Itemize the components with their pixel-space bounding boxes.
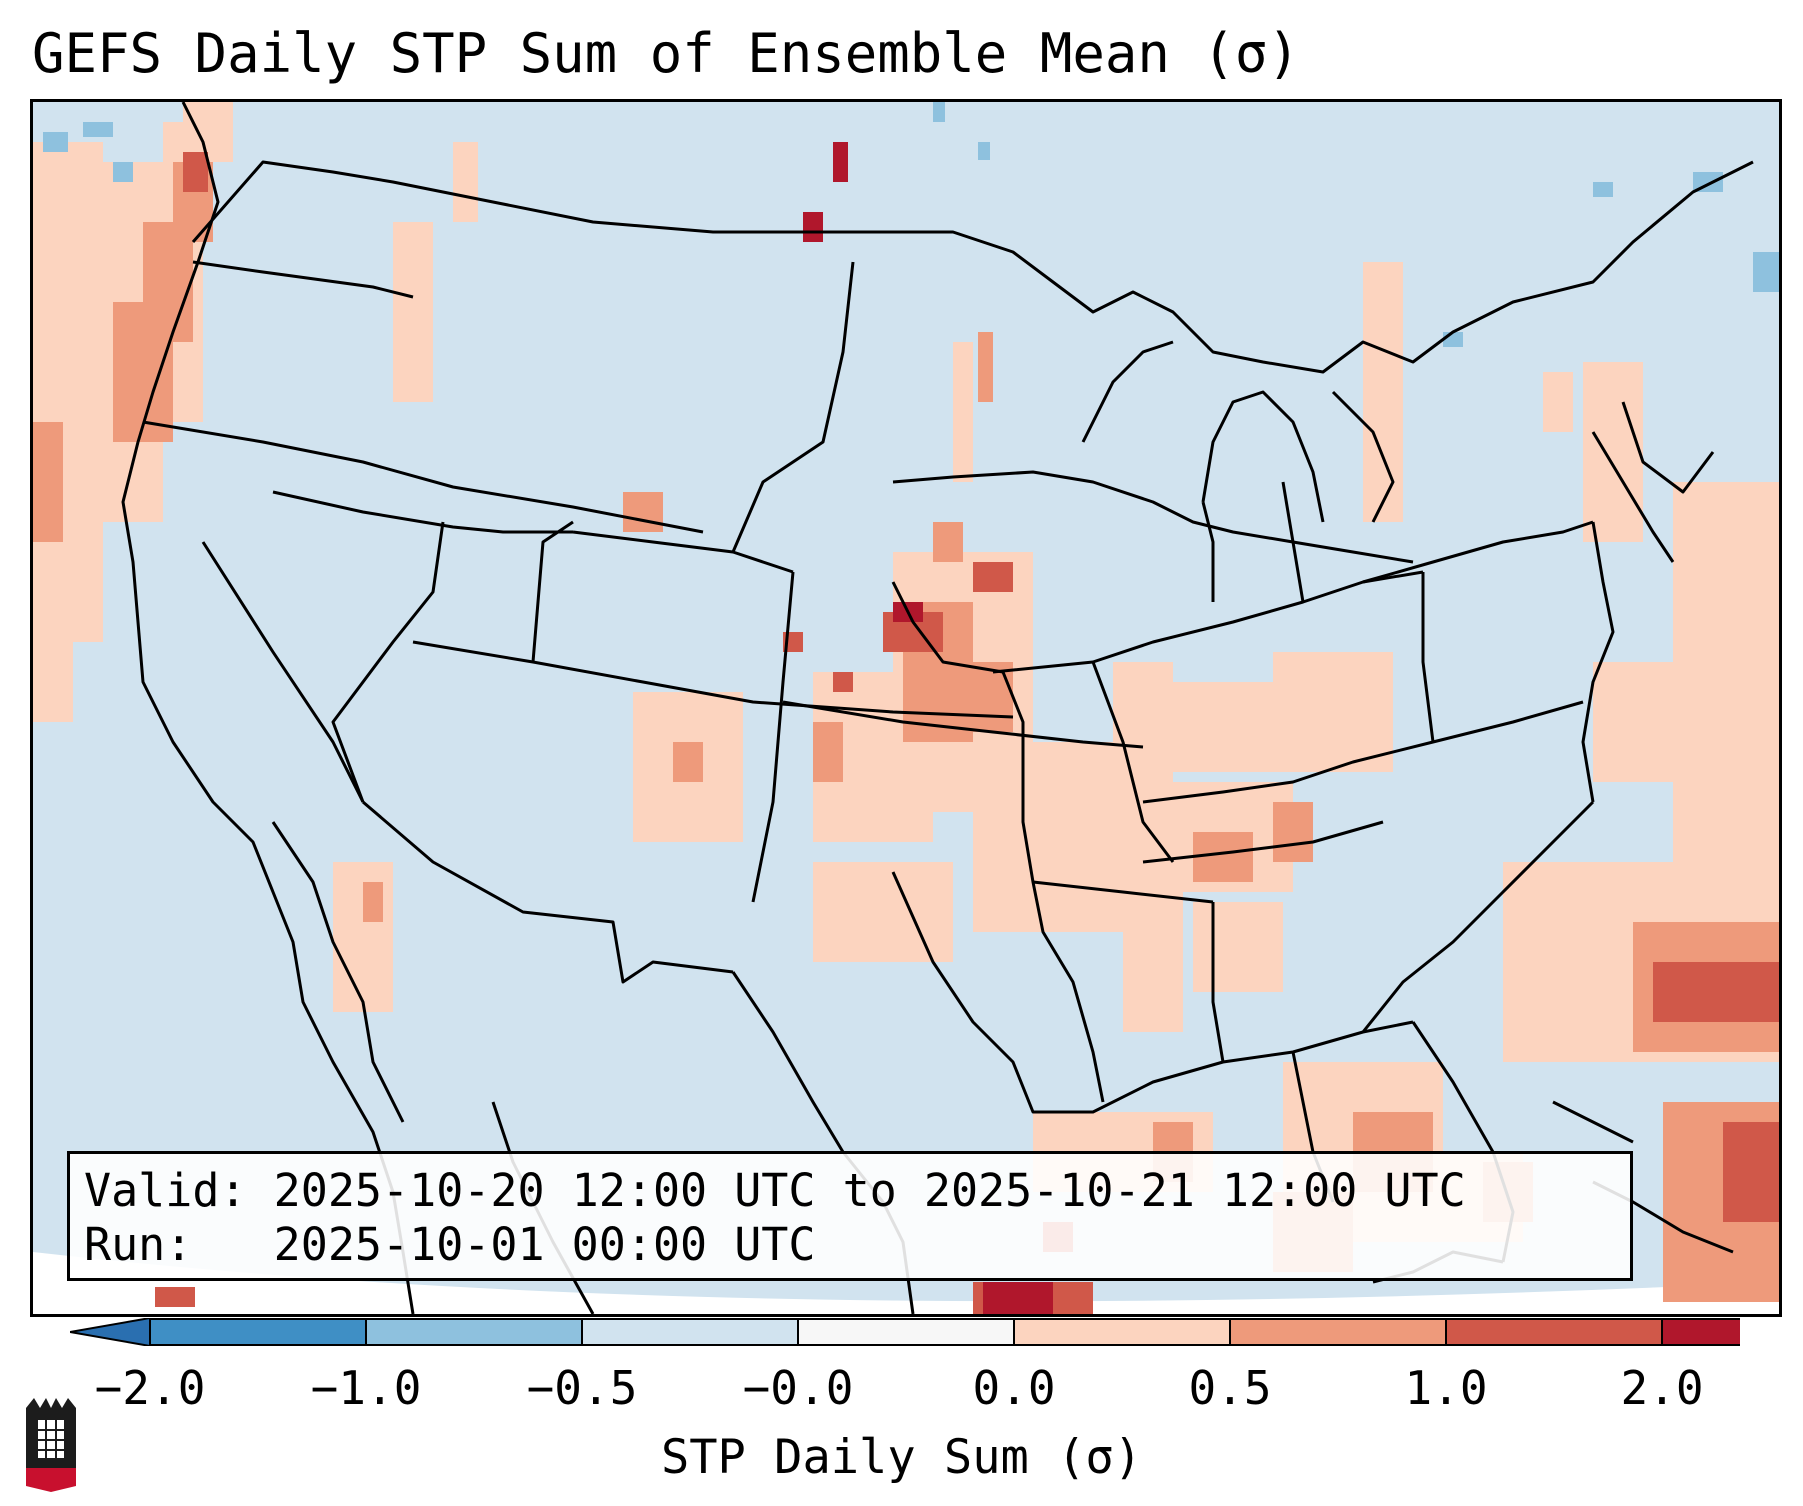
colorbar-tick-label: −0.0 bbox=[742, 1361, 854, 1415]
map-panel bbox=[30, 99, 1782, 1317]
colorbar-tick-label: 0.0 bbox=[972, 1361, 1056, 1415]
colorbar-tick-label: −1.0 bbox=[310, 1361, 422, 1415]
colorbar-segment bbox=[798, 1318, 1014, 1346]
map-title: GEFS Daily STP Sum of Ensemble Mean (σ) bbox=[32, 22, 1300, 85]
colorbar-tick-label: 2.0 bbox=[1620, 1361, 1704, 1415]
colorbar-segment bbox=[150, 1318, 366, 1346]
colorbar-extend-low bbox=[70, 1318, 151, 1346]
colorbar-segment bbox=[1662, 1318, 1740, 1346]
valid-run-info-box: Valid: 2025-10-20 12:00 UTC to 2025-10-2… bbox=[67, 1151, 1633, 1281]
colorbar-tick-label: −0.5 bbox=[526, 1361, 638, 1415]
colorbar bbox=[70, 1318, 1740, 1346]
colorbar-segment bbox=[366, 1318, 582, 1346]
niu-logo bbox=[26, 1398, 76, 1492]
colorbar-tick-label: −2.0 bbox=[94, 1361, 206, 1415]
colorbar-segment bbox=[582, 1318, 798, 1346]
colorbar-tick-label: 1.0 bbox=[1404, 1361, 1488, 1415]
colorbar-tick-label: 0.5 bbox=[1188, 1361, 1272, 1415]
colorbar-segment bbox=[1446, 1318, 1662, 1346]
colorbar-segment bbox=[1230, 1318, 1446, 1346]
valid-time-line: Valid: 2025-10-20 12:00 UTC to 2025-10-2… bbox=[84, 1164, 1466, 1217]
run-time-line: Run: 2025-10-01 00:00 UTC bbox=[84, 1218, 816, 1271]
map-canvas bbox=[33, 102, 1779, 1314]
colorbar-segment bbox=[1014, 1318, 1230, 1346]
colorbar-label: STP Daily Sum (σ) bbox=[660, 1430, 1143, 1485]
